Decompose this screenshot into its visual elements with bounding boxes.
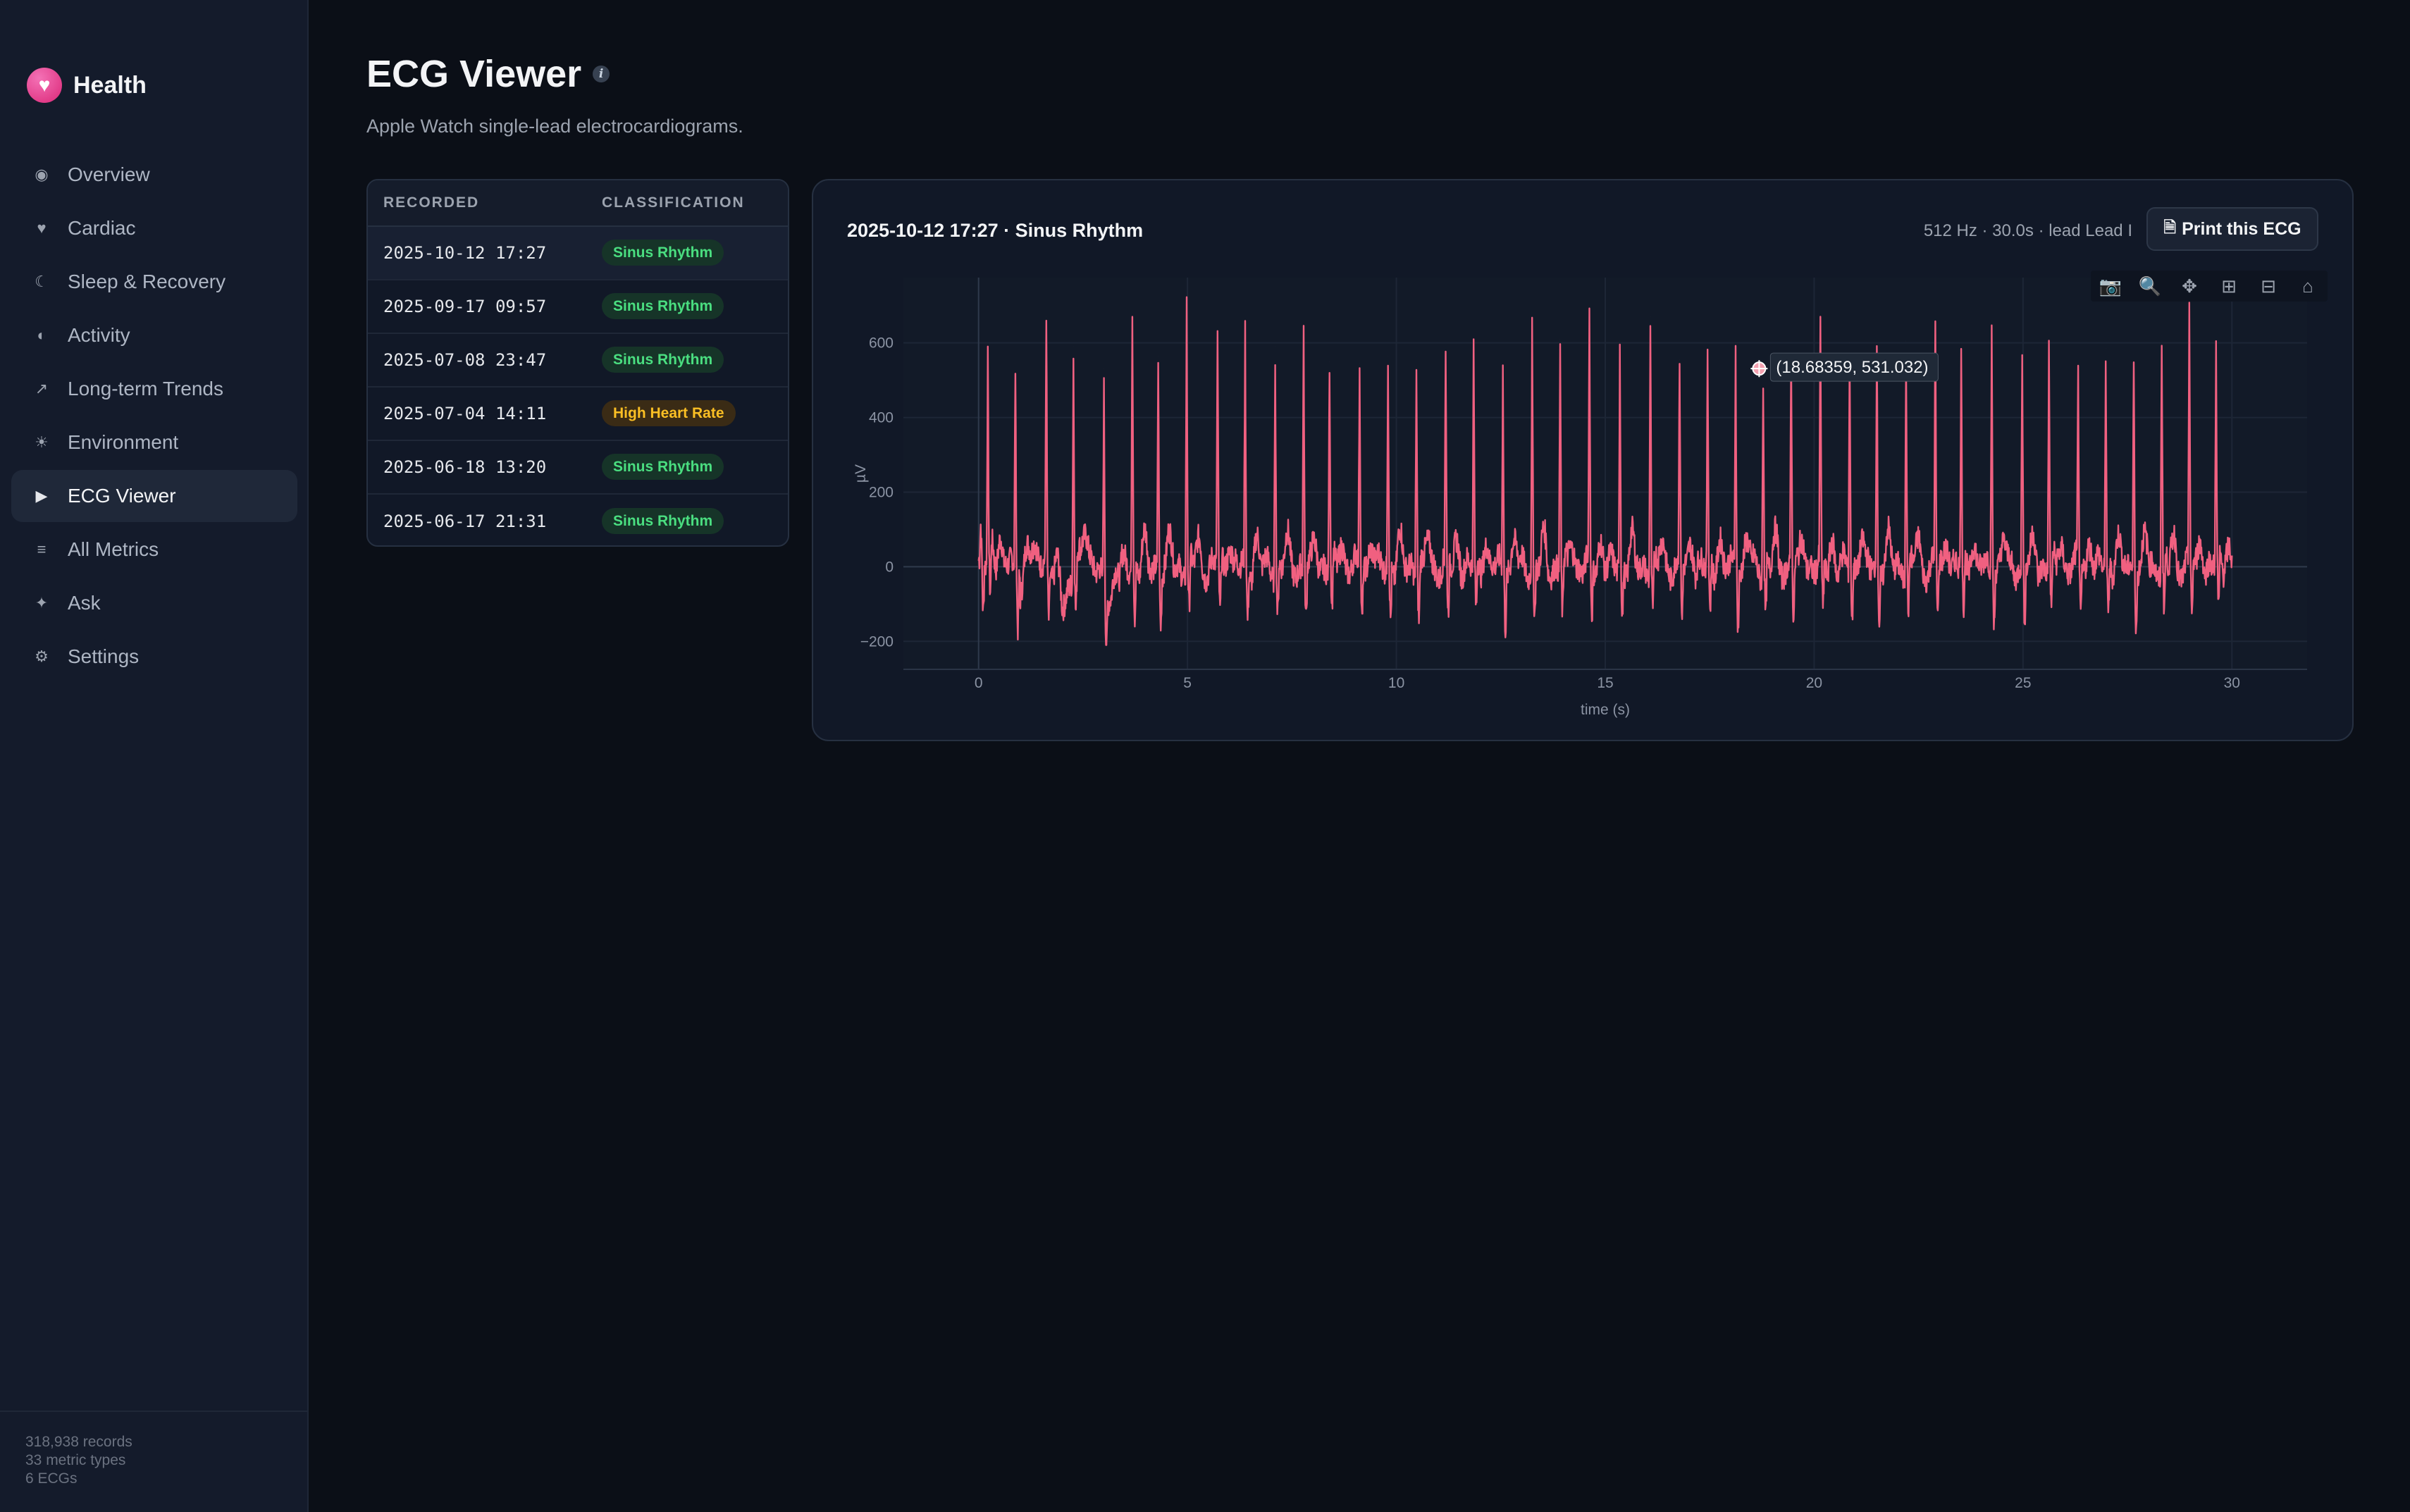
x-tick-label: 5 <box>1183 675 1192 691</box>
half-circle-icon: ◐ <box>37 326 47 344</box>
classification-badge: Sinus Rhythm <box>602 347 724 373</box>
hover-label-box <box>1769 352 1939 382</box>
recorded-cell: 2025-06-18 13:20 <box>383 457 547 477</box>
y-tick-label: 400 <box>869 410 894 426</box>
pan-icon[interactable]: ✥ <box>2182 275 2197 297</box>
classification-badge: Sinus Rhythm <box>602 240 724 266</box>
page-title: ECG Viewer <box>366 53 582 95</box>
recorded-cell: 2025-10-12 17:27 <box>383 243 547 263</box>
sidebar: ♥ Health ◉ Overview ♥ Cardiac ☾ Sleep & Recov… <box>0 0 309 1512</box>
table-row[interactable]: 2025-09-17 09:57 Sinus Rhythm <box>368 280 788 334</box>
brand-name: Health <box>73 71 147 99</box>
ecg-list-table: RECORDED CLASSIFICATION 2025-10-12 17:27… <box>366 179 789 547</box>
sidebar-item-label: Activity <box>68 324 130 346</box>
ecg-chart-panel: −200 0 200 400 600 0 5 10 15 20 25 30 time (s) µV (18.… <box>812 179 2354 741</box>
y-tick-label: 600 <box>869 335 894 352</box>
sidebar-item-long-term-trends[interactable]: ↗ Long-term Trends <box>11 363 297 415</box>
zoom-out-icon[interactable]: ⊟ <box>2261 275 2276 297</box>
table-header: RECORDED CLASSIFICATION <box>368 180 788 227</box>
sidebar-item-label: Sleep & Recovery <box>68 271 226 292</box>
sidebar-footer: 318,938 records 33 metric types 6 ECGs <box>0 1411 309 1512</box>
classification-badge: Sinus Rhythm <box>602 454 724 480</box>
ecg-chart[interactable]: −200 0 200 400 600 0 5 10 15 20 25 30 time (s) µV (18.… <box>813 180 2355 743</box>
sidebar-item-label: ECG Viewer <box>68 485 176 507</box>
table-row[interactable]: 2025-06-17 21:31 Sinus Rhythm <box>368 495 788 545</box>
chart-meta: 512 Hz · 30.0s · lead Lead I <box>1923 221 2132 240</box>
classification-badge: Sinus Rhythm <box>602 293 724 319</box>
sidebar-nav: ◉ Overview ♥ Cardiac ☾ Sleep & Recovery ◐ Activ… <box>11 149 297 684</box>
sidebar-item-label: Long-term Trends <box>68 378 223 399</box>
x-tick-label: 20 <box>1806 675 1822 691</box>
chart-title: 2025-10-12 17:27 · Sinus Rhythm <box>847 220 1144 241</box>
sidebar-item-settings[interactable]: ⚙ Settings <box>11 631 297 683</box>
recorded-cell: 2025-07-08 23:47 <box>383 350 547 370</box>
sidebar-item-overview[interactable]: ◉ Overview <box>11 149 297 201</box>
document-icon: 🗎 <box>2163 218 2177 236</box>
y-axis-title: µV <box>853 464 869 483</box>
column-header-classification[interactable]: CLASSIFICATION <box>602 194 745 211</box>
sidebar-item-label: Cardiac <box>68 217 136 239</box>
recorded-cell: 2025-07-04 14:11 <box>383 404 547 423</box>
target-icon: ◉ <box>35 166 49 183</box>
x-tick-label: 25 <box>2015 675 2031 691</box>
table-row[interactable]: 2025-07-08 23:47 Sinus Rhythm <box>368 334 788 388</box>
x-axis-title: time (s) <box>1581 702 1630 718</box>
camera-icon[interactable]: 📷 <box>2099 275 2122 297</box>
y-tick-label: 200 <box>869 484 894 500</box>
x-tick-label: 15 <box>1597 675 1613 691</box>
sidebar-item-label: Ask <box>68 592 101 614</box>
column-header-recorded[interactable]: RECORDED <box>383 194 480 211</box>
chart-modebar: 📷 🔍 ✥ ⊞ ⊟ ⌂ <box>2091 271 2328 302</box>
sidebar-item-label: Overview <box>68 163 150 185</box>
hover-label-text: (18.68359, 531.032) <box>1776 358 1928 377</box>
table-row[interactable]: 2025-10-12 17:27 Sinus Rhythm <box>368 227 788 280</box>
sidebar-item-activity[interactable]: ◐ Activity <box>11 309 297 361</box>
trend-arrow-icon: ↗ <box>35 380 49 397</box>
ecg-trace <box>977 296 2233 646</box>
heart-icon: ♥ <box>27 68 62 103</box>
y-tick-label: 0 <box>885 559 894 575</box>
brand[interactable]: ♥ Health <box>27 68 147 103</box>
sidebar-item-ecg-viewer[interactable]: ▶ ECG Viewer <box>11 470 297 522</box>
heart-icon: ♥ <box>37 219 47 237</box>
page-subtitle: Apple Watch single-lead electrocardiogra… <box>366 116 743 137</box>
sidebar-item-label: All Metrics <box>68 538 159 560</box>
sun-icon: ☀ <box>35 433 49 451</box>
print-button-label: Print this ECG <box>2182 218 2301 239</box>
play-icon: ▶ <box>35 487 48 504</box>
y-tick-label: −200 <box>860 633 894 650</box>
table-row[interactable]: 2025-06-18 13:20 Sinus Rhythm <box>368 441 788 495</box>
page-title-wrap: ECG Viewer i <box>366 52 610 96</box>
sidebar-item-all-metrics[interactable]: ≡ All Metrics <box>11 523 297 576</box>
gear-icon: ⚙ <box>35 647 49 665</box>
x-tick-label: 10 <box>1388 675 1404 691</box>
sidebar-item-ask[interactable]: ✦ Ask <box>11 577 297 629</box>
sidebar-item-environment[interactable]: ☀ Environment <box>11 416 297 469</box>
metric-types-count: 33 metric types <box>25 1452 126 1468</box>
sidebar-item-label: Settings <box>68 645 140 667</box>
recorded-cell: 2025-09-17 09:57 <box>383 297 547 316</box>
print-ecg-button[interactable]: 🗎 Print this ECG <box>2146 207 2318 251</box>
sidebar-item-sleep-recovery[interactable]: ☾ Sleep & Recovery <box>11 256 297 308</box>
list-icon: ≡ <box>37 540 47 558</box>
hover-label: (18.68359, 531.032) <box>1769 352 1939 382</box>
sparkle-icon: ✦ <box>35 594 49 612</box>
classification-badge: High Heart Rate <box>602 400 736 426</box>
home-icon[interactable]: ⌂ <box>2302 275 2313 297</box>
zoom-in-icon[interactable]: ⊞ <box>2221 275 2237 297</box>
info-icon[interactable]: i <box>593 66 610 82</box>
table-row[interactable]: 2025-07-04 14:11 High Heart Rate <box>368 388 788 441</box>
moon-icon: ☾ <box>35 273 49 290</box>
sidebar-item-cardiac[interactable]: ♥ Cardiac <box>11 202 297 254</box>
zoom-icon[interactable]: 🔍 <box>2138 275 2162 297</box>
sidebar-item-label: Environment <box>68 431 179 453</box>
x-tick-label: 0 <box>975 675 983 691</box>
records-count: 318,938 records <box>25 1434 132 1450</box>
table-body: 2025-10-12 17:27 Sinus Rhythm 2025-09-17 0… <box>368 227 788 545</box>
x-tick-label: 30 <box>2224 675 2240 691</box>
recorded-cell: 2025-06-17 21:31 <box>383 512 547 531</box>
classification-badge: Sinus Rhythm <box>602 508 724 534</box>
ecg-count: 6 ECGs <box>25 1470 78 1487</box>
